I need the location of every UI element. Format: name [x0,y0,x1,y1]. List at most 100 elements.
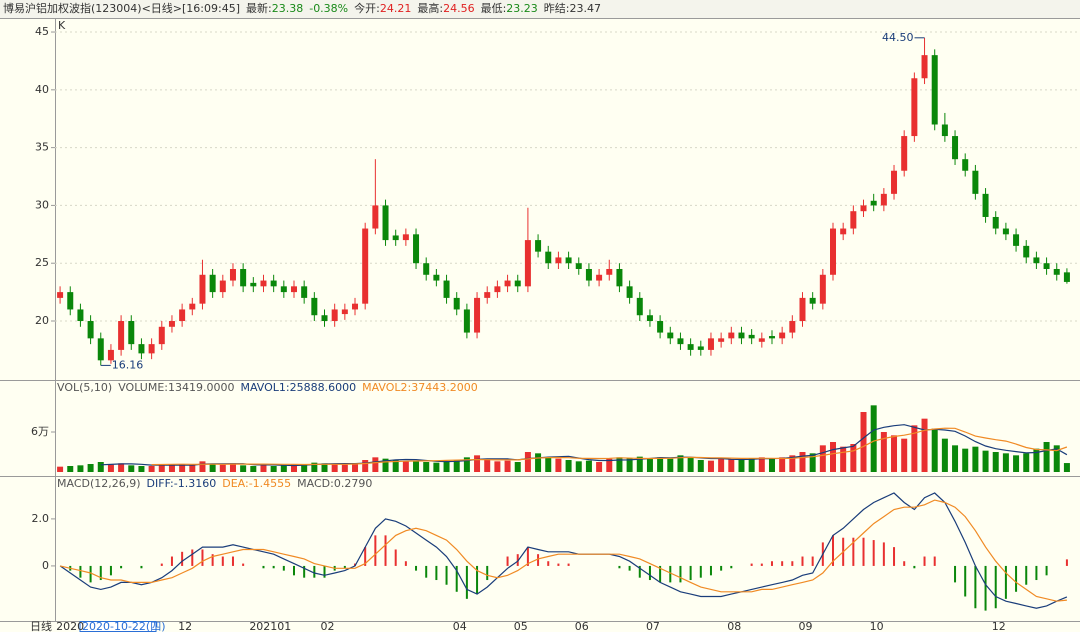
macd-bar [832,535,835,566]
volume-bar [596,462,603,472]
quote-value: 23.47 [570,2,602,15]
volume-bar [443,461,450,472]
volume-bar [891,435,898,472]
macd-bar [618,565,621,569]
volume-bar [606,458,613,472]
macd-bar [425,565,428,578]
y-tick-label: 40 [35,83,49,96]
macd-bar [679,565,682,583]
macd-bar [628,565,631,571]
macd-bar [242,563,245,566]
volume-bar [219,464,226,472]
volume-bar [118,463,125,472]
candle-body [514,280,521,287]
x-tick-label: 02 [321,620,335,632]
macd-bar [801,556,804,566]
volume-bar [748,458,755,472]
candle-body [941,124,948,137]
macd-bar [526,547,529,566]
x-tick-label: 09 [798,620,812,632]
volume-bar [504,460,511,472]
cursor-date: 2020-10-22(四) [82,620,166,632]
high-label: 44.50 [882,31,914,44]
macd-bar [872,540,875,566]
candle-body [911,78,918,137]
candle-body [982,193,989,217]
volume-bar [240,465,247,472]
volume-bar [972,446,979,472]
volume-bar [962,448,969,472]
macd-bar [933,556,936,566]
volume-bar [555,458,562,472]
candle-body [453,297,460,310]
legend-entry: VOLUME:13419.0000 [118,381,234,394]
volume-bar [97,462,104,472]
candle-body [555,257,562,264]
candle-body [128,321,135,345]
quote-label: 今开: [354,1,380,15]
candle-body [992,216,999,229]
macd-bar [954,565,957,583]
candle-body [972,170,979,194]
candle-body [585,268,592,281]
candle-body [372,205,379,229]
candle-body [280,286,287,293]
x-tick-label: 07 [646,620,660,632]
candle-body [728,332,735,339]
header: 博易沪铝加权波指(123004)<日线>[16:09:45] 最新:23.38 -0… [3,1,601,15]
candle-body [107,349,114,361]
candle-body [433,274,440,281]
x-tick-label: 2020 [56,620,84,632]
candle-body [657,321,664,333]
macd-bar [516,554,519,566]
volume-bar [585,460,592,472]
macd-bar [89,565,92,583]
candle-body [636,297,643,316]
volume-bar [758,457,765,472]
candle-body [921,55,928,79]
legend-entry: MAVOL1:25888.6000 [240,381,356,394]
candle-body [819,274,826,304]
legend-entry: MACD(12,26,9) [57,477,141,490]
macd-bar [374,535,377,566]
x-tick-label: 04 [453,620,467,632]
volume-bar [209,464,216,472]
macd-bar [964,565,967,597]
volume-bar [789,455,796,472]
candle-body [474,297,481,333]
candle-body [565,257,572,264]
macd-bar [231,556,234,566]
candle-body [1043,263,1050,269]
volume-bar [1053,445,1060,472]
macd-bar [984,565,987,611]
candle-body [1063,272,1070,282]
candle-body [840,228,847,235]
macd-bar [79,565,82,578]
candle-body [484,292,491,298]
macd-bar [547,561,550,566]
candle-body [392,235,399,241]
quote-label: 最低: [481,2,507,15]
volume-bar [565,460,572,472]
volume-bar [372,457,379,472]
candle-body [67,292,74,310]
volume-bar [189,465,196,472]
candle-body [494,286,501,293]
volume-bar [1033,448,1040,472]
macd-bar [699,565,702,578]
volume-bar [341,464,348,472]
volume-bar [657,457,664,472]
macd-bar [811,556,814,566]
volume-bar [423,462,430,472]
candle-body [850,211,857,229]
volume-bar [87,464,94,472]
volume-bar [931,428,938,472]
candle-body [87,321,94,339]
volume-bar [484,460,491,472]
volume-bar [433,462,440,472]
header-title: 博易沪铝加权波指(123004)<日线>[16:09:45] [3,1,240,15]
macd-bar [862,537,865,566]
candle-body [667,332,674,339]
macd-bar [1035,565,1038,581]
quote-value: 23.23 [506,2,538,15]
